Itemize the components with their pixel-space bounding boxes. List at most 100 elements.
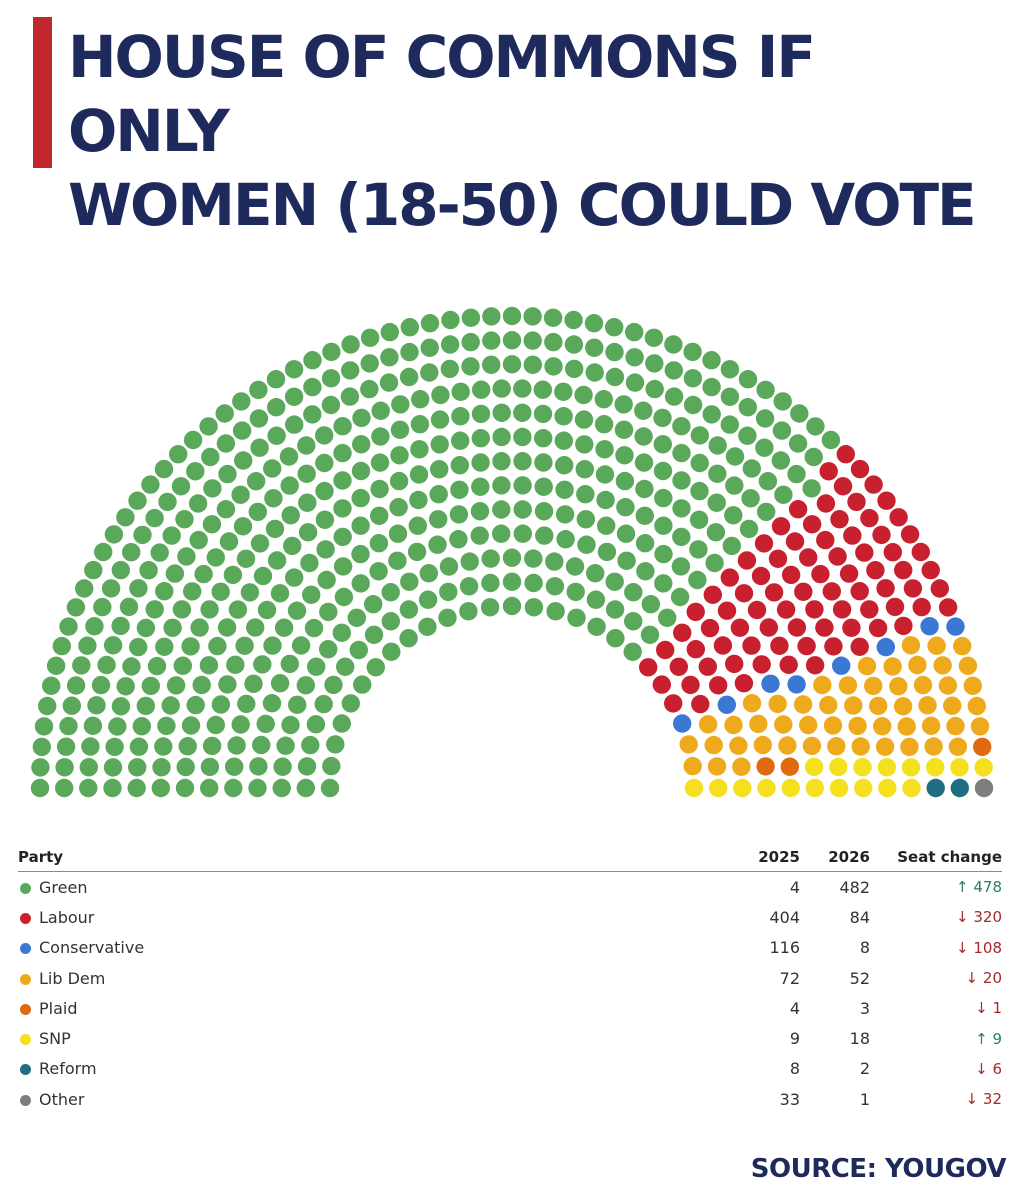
seat-green [206, 548, 225, 567]
seat-labour [930, 579, 949, 598]
seat-green [739, 519, 759, 539]
seats-2026: 1 [859, 1089, 870, 1109]
seat-green [186, 695, 205, 715]
seat-green [129, 637, 148, 657]
seat-green [347, 608, 366, 627]
seat-labour [759, 618, 778, 637]
seat-green [173, 656, 192, 675]
seat-green [614, 420, 634, 439]
seat-green [267, 426, 286, 445]
seat-green [596, 490, 615, 510]
seat-green [189, 530, 208, 550]
seat-green [555, 480, 574, 499]
seat-green [672, 443, 691, 463]
seat-change: ↑ 9 [870, 1023, 1002, 1053]
seat-green [428, 535, 447, 554]
seat-labour [894, 560, 913, 580]
seat-green [683, 395, 703, 415]
seat-labour [912, 597, 931, 617]
seat-green [319, 602, 338, 622]
seat-lib-dem [913, 675, 933, 695]
seat-green [59, 716, 78, 736]
seat-change-value: 320 [973, 908, 1002, 927]
seat-green [654, 544, 673, 564]
seat-green [605, 600, 625, 619]
title-accent-bar [33, 17, 52, 168]
seat-labour [742, 636, 761, 655]
seat-labour [850, 637, 869, 656]
seat-green [249, 409, 269, 428]
seat-green [370, 506, 389, 525]
seat-green [664, 335, 683, 354]
party-cell-conservative: Conservative [18, 933, 720, 963]
seat-green [742, 459, 761, 478]
seat-change: ↓ 1 [870, 993, 1002, 1023]
seat-green [303, 405, 322, 424]
seat-lib-dem [851, 737, 870, 756]
seat-green [317, 570, 336, 590]
seat-green [411, 390, 430, 409]
seat-green [250, 534, 270, 553]
seat-labour [824, 637, 843, 656]
table-row: Reform 8 2 ↓ 6 [18, 1054, 1002, 1084]
seat-labour [842, 618, 861, 637]
seat-green [738, 426, 757, 445]
seat-green [176, 757, 195, 777]
seat-lib-dem [819, 695, 838, 715]
seat-table: Party 2025 2026 Seat change Green 4 482 ↑ 4… [18, 842, 1002, 1114]
seat-green [595, 465, 615, 484]
seat-green [534, 477, 553, 496]
seat-snp [902, 778, 921, 798]
seat-green [353, 675, 372, 694]
seat-green [296, 778, 315, 798]
seat-green [333, 443, 352, 463]
seat-green [315, 426, 334, 445]
seat-green [585, 338, 604, 357]
seat-green [228, 600, 248, 619]
seat-green [270, 674, 290, 693]
seat-green [56, 737, 76, 756]
seat-green [513, 403, 532, 422]
seat-green [586, 564, 605, 583]
seat-snp [974, 758, 993, 777]
seat-green [654, 516, 673, 535]
seat-green [623, 642, 642, 661]
seat-green [513, 500, 532, 519]
seat-lib-dem [901, 636, 921, 655]
seat-green [306, 715, 326, 734]
seat-green [332, 714, 351, 733]
seat-lib-dem [768, 694, 787, 714]
seat-labour [785, 532, 805, 551]
seat-green [683, 342, 702, 362]
arrow-up-icon: ↑ [956, 878, 969, 897]
party-name: Conservative [39, 938, 145, 958]
seat-green [46, 656, 66, 675]
seat-green [564, 310, 583, 330]
seat-green [297, 757, 317, 776]
seat-green [481, 549, 500, 568]
seat-green [341, 335, 360, 354]
seat-green [94, 542, 113, 562]
seat-lib-dem [707, 757, 727, 776]
seat-lib-dem [953, 636, 972, 656]
seat-green [410, 415, 430, 434]
seat-labour [664, 694, 683, 713]
seat-green [52, 636, 71, 656]
table-row: Other 33 1 ↓ 32 [18, 1084, 1002, 1114]
seat-green [774, 485, 793, 504]
seat-lib-dem [875, 737, 895, 756]
seat-green [369, 534, 389, 553]
seat-green [333, 527, 352, 547]
seat-green [688, 570, 707, 590]
seat-green [201, 447, 220, 467]
seat-green [400, 318, 419, 337]
party-name: Other [39, 1089, 85, 1109]
party-cell-reform: Reform [18, 1054, 720, 1084]
seat-green [672, 527, 691, 547]
seat-green [492, 476, 511, 495]
seat-green [244, 674, 263, 693]
seat-green [111, 560, 130, 580]
seat-labour [903, 579, 923, 598]
seat-green [802, 479, 821, 498]
seat-green [284, 360, 304, 379]
